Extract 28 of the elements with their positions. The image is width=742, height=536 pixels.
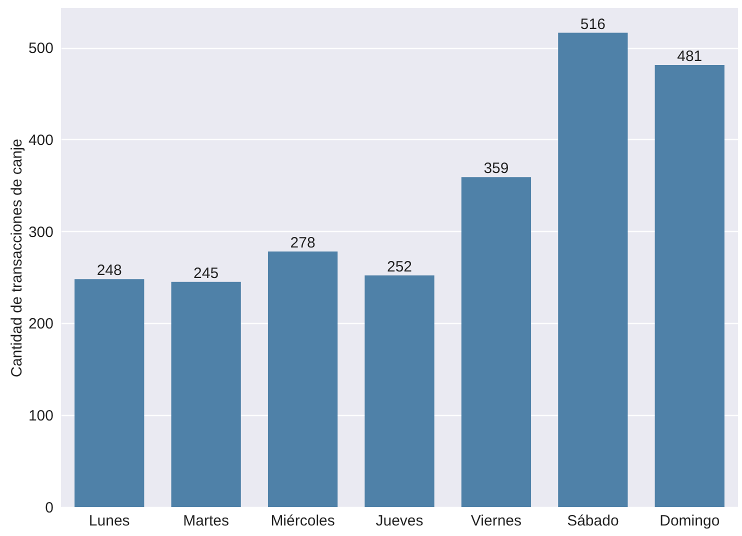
data-label: 248 (96, 262, 122, 280)
bar (364, 275, 434, 507)
bar (461, 177, 532, 507)
y-tick-label: 100 (28, 408, 54, 425)
y-tick-label: 0 (45, 500, 54, 516)
data-label: 359 (484, 160, 509, 178)
x-tick-label: Domingo (660, 512, 720, 530)
data-label: 481 (677, 48, 702, 65)
data-label: 245 (194, 264, 219, 282)
x-tick-label: Miércoles (270, 512, 335, 530)
y-tick-label: 400 (28, 132, 54, 149)
bar (171, 282, 241, 507)
y-tick-label: 300 (28, 224, 54, 241)
y-tick-label: 500 (28, 40, 54, 58)
x-tick-label: Martes (183, 512, 229, 530)
bar (268, 252, 338, 507)
y-tick-label: 200 (28, 316, 54, 333)
x-tick-label: Sábado (567, 512, 619, 530)
data-label: 516 (580, 16, 606, 33)
bar (74, 279, 144, 507)
x-tick-label: Viernes (470, 512, 522, 530)
data-label: 252 (386, 258, 412, 276)
x-tick-label: Jueves (376, 512, 424, 530)
data-label: 278 (290, 234, 316, 252)
bar (654, 64, 724, 507)
y-axis-title: Cantidad de transacciones de canje (8, 138, 26, 378)
bar (558, 32, 628, 507)
x-tick-label: Lunes (88, 512, 130, 530)
